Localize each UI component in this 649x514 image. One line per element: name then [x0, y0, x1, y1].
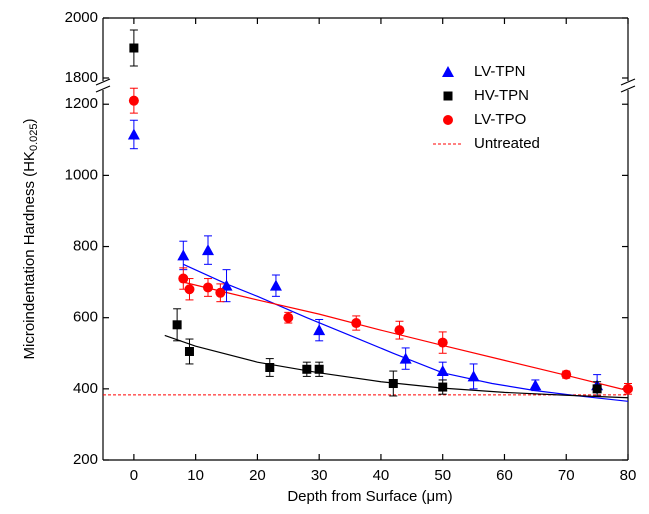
- x-axis-label: Depth from Surface (μm): [287, 488, 452, 505]
- point: [437, 337, 448, 348]
- fit-curve: [183, 281, 629, 392]
- y-tick-label: 1000: [65, 166, 98, 183]
- y-tick-label: 400: [73, 380, 98, 397]
- y-axis-label: Microindentation Hardness (HK0.025): [21, 119, 40, 360]
- x-tick-label: 80: [620, 467, 637, 484]
- point: [388, 379, 398, 389]
- x-tick-label: 60: [496, 467, 513, 484]
- point: [265, 363, 275, 372]
- legend-marker: [443, 91, 453, 101]
- legend-label: LV-TPN: [474, 63, 525, 80]
- legend-marker: [442, 66, 454, 77]
- fit-curve: [164, 334, 629, 399]
- point: [129, 43, 139, 53]
- point: [399, 352, 412, 364]
- point: [202, 244, 214, 256]
- point: [436, 365, 449, 377]
- point: [438, 382, 448, 392]
- y-tick-label: 600: [73, 309, 98, 326]
- point: [623, 383, 633, 394]
- y-tick-label: 1200: [65, 95, 98, 112]
- y-tick-label: 1800: [65, 69, 98, 86]
- point: [313, 324, 326, 336]
- point: [177, 249, 190, 261]
- point: [467, 370, 480, 382]
- y-axis-label-main: Microindentation Hardness (HK: [21, 151, 38, 359]
- point: [302, 364, 312, 374]
- legend-label: LV-TPO: [474, 111, 526, 128]
- point: [592, 384, 602, 394]
- point: [184, 284, 195, 295]
- x-tick-label: 70: [558, 467, 575, 484]
- point: [172, 320, 182, 330]
- y-axis-label-sub: 0.025: [28, 124, 40, 152]
- point: [127, 128, 140, 140]
- y-axis-label-end: ): [21, 119, 38, 124]
- x-tick-label: 20: [249, 467, 266, 484]
- x-tick-label: 40: [373, 467, 390, 484]
- legend-label: HV-TPN: [474, 87, 529, 104]
- point: [283, 312, 294, 323]
- point: [529, 379, 542, 391]
- point: [269, 279, 282, 291]
- point: [220, 279, 233, 291]
- axis-break: [620, 85, 636, 93]
- point: [351, 318, 362, 329]
- x-tick-label: 10: [187, 467, 204, 484]
- x-tick-label: 0: [130, 467, 138, 484]
- x-tick-label: 50: [434, 467, 451, 484]
- point: [394, 325, 405, 336]
- point: [178, 273, 189, 284]
- legend-marker: [443, 115, 453, 125]
- fit-curve: [183, 263, 629, 402]
- point: [561, 369, 572, 380]
- point: [203, 282, 213, 293]
- axis-break: [95, 85, 111, 93]
- axis-break: [95, 78, 111, 86]
- point: [314, 364, 324, 374]
- y-tick-label: 200: [73, 451, 98, 468]
- point: [215, 287, 226, 298]
- point: [184, 346, 194, 356]
- legend-label: Untreated: [474, 135, 540, 152]
- y-tick-label: 2000: [65, 9, 98, 26]
- axis-break: [620, 78, 636, 86]
- point: [128, 95, 139, 106]
- x-tick-label: 30: [311, 467, 328, 484]
- y-tick-label: 800: [73, 238, 98, 255]
